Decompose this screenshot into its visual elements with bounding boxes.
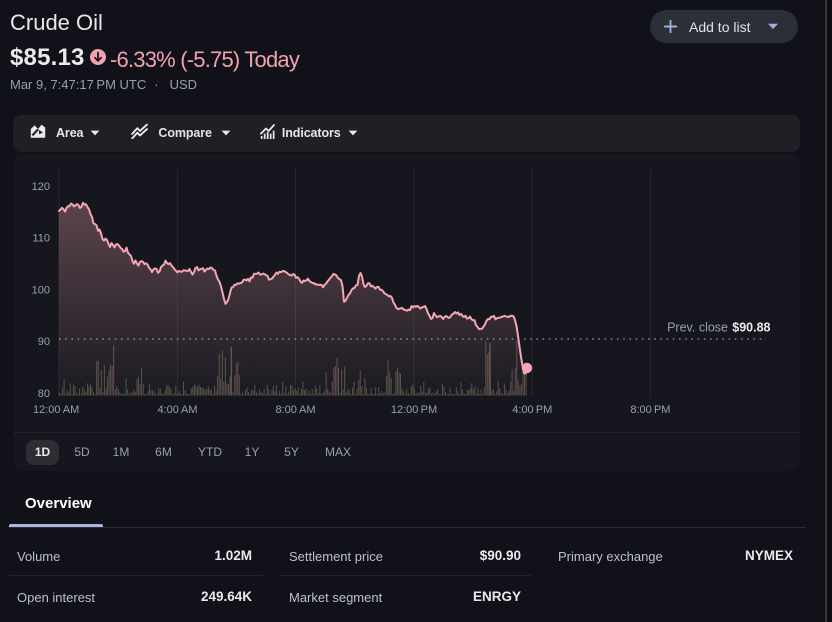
svg-text:Prev. close: Prev. close (667, 321, 728, 335)
svg-text:110: 110 (32, 233, 50, 245)
svg-text:90: 90 (38, 336, 50, 348)
svg-text:80: 80 (38, 388, 50, 400)
svg-text:4:00 AM: 4:00 AM (157, 404, 197, 416)
svg-text:100: 100 (32, 284, 50, 296)
svg-text:$90.88: $90.88 (732, 321, 770, 335)
svg-text:120: 120 (32, 181, 50, 193)
svg-text:4:00 PM: 4:00 PM (512, 404, 552, 416)
svg-text:12:00 AM: 12:00 AM (33, 404, 79, 416)
svg-text:12:00 PM: 12:00 PM (391, 404, 437, 416)
svg-text:8:00 AM: 8:00 AM (275, 404, 315, 416)
svg-text:8:00 PM: 8:00 PM (630, 404, 670, 416)
